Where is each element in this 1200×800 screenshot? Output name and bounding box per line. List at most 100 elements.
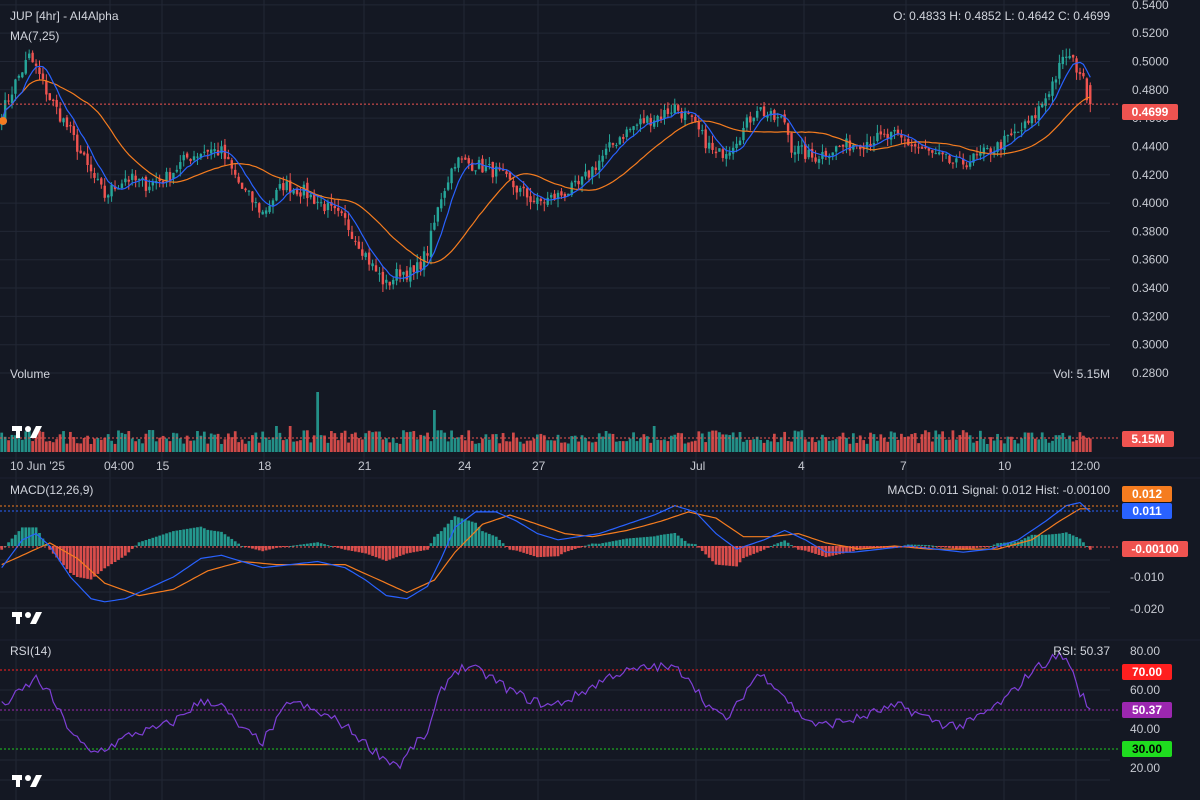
logo-dot [25,775,31,781]
volume-bar [872,434,876,452]
candle-body [755,110,759,118]
volume-bar [1064,439,1068,452]
volume-bar [958,435,962,452]
candle-body [319,202,323,204]
macd-hist-bar [611,541,615,546]
macd-hist-bar [426,546,429,550]
volume-bar [790,441,793,452]
time-axis-label: 04:00 [104,459,134,473]
volume-bar [611,433,615,452]
candle-body [989,148,992,155]
volume-bar [903,437,907,452]
volume-bar [481,438,484,452]
macd-hist-bar [312,542,316,546]
macd-hist-bar [649,536,653,546]
candle-body [543,202,546,204]
candle-body [234,169,237,175]
macd-hist-bar [154,536,158,546]
candle-body [58,108,62,122]
volume-bar [96,438,100,452]
candle-body [371,263,374,267]
candle-body [529,196,532,203]
candle-body [381,271,385,285]
candle-body [1054,79,1058,83]
volume-bar [175,433,179,452]
macd-hist-bar [769,546,773,547]
volume-bar [982,438,986,452]
volume-bar [862,440,866,452]
volume-bar [141,443,144,452]
volume-bar [738,432,742,452]
macd-hist-bar [930,545,934,547]
macd-hist-bar [996,543,999,546]
rsi-panel[interactable] [0,650,1120,770]
candle-body [285,181,288,191]
candle-body [972,153,975,163]
macd-hist-bar [481,531,484,546]
volume-panel[interactable] [0,392,1120,452]
time-axis-label: 10 Jun '25 [10,459,65,473]
candle-body [388,281,391,286]
macd-hist-bar [69,546,72,573]
macd-hist-bar [577,546,580,548]
volume-bar [954,439,958,452]
candle-body [1082,73,1085,77]
macd-hist-bar [226,536,230,546]
volume-bar [364,433,368,452]
macd-hist-bar [230,538,234,546]
volume-bar [1044,439,1048,452]
macd-panel[interactable] [0,501,1120,603]
candle-body [261,211,264,215]
macd-hist-bar [910,544,914,546]
candle-body [21,72,24,78]
volume-bar [886,441,890,452]
candle-body [944,153,948,155]
macd-hist-bar [807,546,811,552]
volume-bar [384,438,388,452]
macd-hist-bar [645,536,649,546]
macd-hist-bar [1054,533,1058,546]
macd-hist-bar [254,546,258,550]
macd-hist-bar [793,546,797,548]
volume-bar [604,431,608,452]
candle-body [889,131,893,140]
volume-bar [896,439,900,452]
macd-hist-bar [635,537,639,546]
candle-body [625,129,628,138]
price-panel[interactable] [0,48,1120,293]
candle-body [680,111,683,119]
volume-bar [748,439,752,452]
macd-hist-bar [405,546,409,554]
candle-body [391,279,395,285]
macd-hist-bar [161,534,165,546]
candle-body [89,164,93,172]
macd-hist-bar [199,526,203,546]
logo-stem [16,426,20,438]
macd-hist-bar [707,546,711,558]
macd-hist-bar [103,546,107,569]
candle-body [240,182,244,189]
macd-hist-bar [127,546,131,553]
macd-hist-bar [604,542,608,546]
macd-hist-bar [62,546,65,566]
volume-bar [264,437,268,452]
macd-hist-bar [134,545,138,547]
macd-hist-bar [862,546,866,549]
volume-bar [196,431,199,452]
macd-hist-bar [917,544,920,546]
volume-bar [1058,435,1061,452]
volume-bar [501,433,505,452]
volume-bar [834,439,838,452]
volume-bar [0,432,4,452]
macd-hist-bar [594,543,598,546]
volume-bar [460,434,464,452]
macd-hist-bar [10,538,14,546]
logo-slash [30,426,42,438]
candle-body [52,99,55,102]
candle-body [446,182,450,190]
volume-bar [628,438,632,452]
macd-hist-bar [522,546,526,553]
candle-body [721,149,725,158]
volume-bar [158,437,162,452]
